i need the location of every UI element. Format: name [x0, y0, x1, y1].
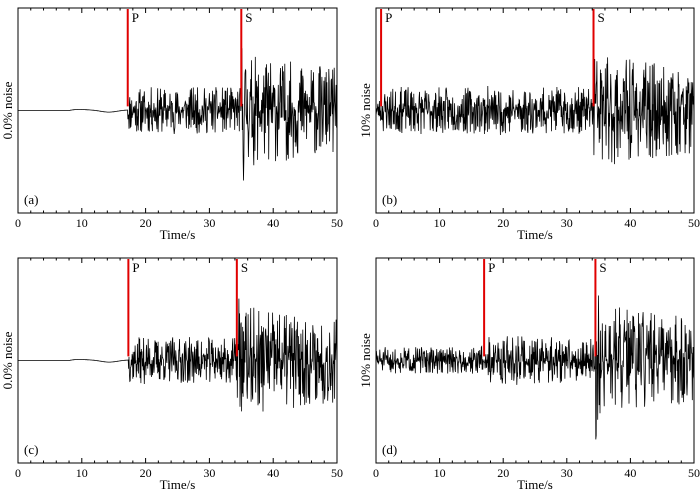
x-axis-label: Time/s [160, 227, 196, 242]
pick-label-p: P [488, 260, 495, 275]
pick-label-p: P [385, 10, 392, 25]
x-tick-label: 50 [688, 466, 700, 480]
x-tick-label: 50 [331, 466, 343, 480]
x-tick-label: 0 [373, 466, 379, 480]
x-tick-label: 40 [267, 216, 279, 230]
x-tick-label: 30 [203, 216, 215, 230]
x-tick-label: 20 [497, 466, 509, 480]
x-tick-label: 40 [267, 466, 279, 480]
x-tick-label: 50 [688, 216, 700, 230]
x-tick-label: 0 [15, 466, 21, 480]
x-tick-label: 10 [434, 216, 446, 230]
x-tick-label: 10 [76, 216, 88, 230]
pick-label-p: P [132, 260, 139, 275]
panel-c: P S 0 10 20 30 40 50 Time/s 0.0% noise (c) [0, 257, 343, 492]
y-axis-label: 0.0% noise [0, 331, 15, 389]
x-tick-label: 10 [76, 466, 88, 480]
panel-label: (c) [24, 442, 38, 457]
waveform-line [18, 48, 338, 181]
panel-label: (d) [382, 442, 397, 457]
x-tick-label: 20 [497, 216, 509, 230]
panel-a: P S 0 10 20 30 40 50 Time/s 0.0% noise (a) [0, 7, 343, 242]
waveform-line [18, 298, 338, 412]
pick-label-p: P [132, 10, 139, 25]
x-axis-label: Time/s [517, 477, 553, 492]
pick-label-s: S [599, 260, 606, 275]
panel-label: (b) [382, 192, 397, 207]
pick-label-s: S [598, 10, 605, 25]
waveform-line [375, 295, 695, 440]
panel-d: P S 0 10 20 30 40 50 Time/s 10% noise (d) [358, 257, 700, 492]
x-axis-label: Time/s [517, 227, 553, 242]
panel-label: (a) [24, 192, 38, 207]
x-tick-label: 20 [140, 216, 152, 230]
pick-label-s: S [245, 10, 252, 25]
x-tick-label: 10 [434, 466, 446, 480]
x-tick-label: 0 [373, 216, 379, 230]
y-axis-label: 10% noise [358, 83, 373, 138]
x-tick-label: 40 [624, 466, 636, 480]
panel-b: P S 0 10 20 30 40 50 Time/s 10% noise (b) [358, 7, 700, 242]
y-axis-label: 0.0% noise [0, 81, 15, 139]
x-tick-label: 50 [331, 216, 343, 230]
y-axis-label: 10% noise [358, 333, 373, 388]
x-tick-label: 30 [561, 466, 573, 480]
waveform-line [375, 57, 695, 165]
x-tick-label: 20 [140, 466, 152, 480]
pick-label-s: S [241, 260, 248, 275]
x-tick-label: 0 [15, 216, 21, 230]
x-tick-label: 40 [624, 216, 636, 230]
x-axis-label: Time/s [160, 477, 196, 492]
x-tick-label: 30 [561, 216, 573, 230]
x-tick-label: 30 [203, 466, 215, 480]
